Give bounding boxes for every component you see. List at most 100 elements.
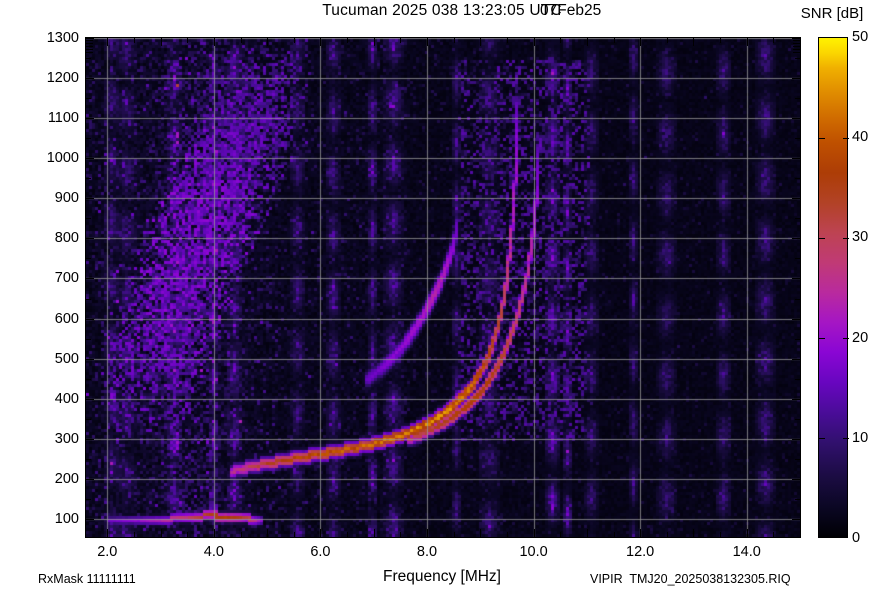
y-tick-label: 200 bbox=[54, 470, 79, 487]
tick-mark bbox=[746, 38, 748, 46]
tick-mark bbox=[133, 532, 135, 537]
tick-mark bbox=[795, 418, 800, 420]
tick-mark bbox=[560, 38, 562, 43]
tick-mark bbox=[795, 378, 800, 380]
tick-mark bbox=[86, 178, 91, 180]
tick-mark bbox=[773, 38, 775, 43]
tick-mark bbox=[293, 532, 295, 537]
tick-mark bbox=[792, 38, 800, 39]
tick-mark bbox=[666, 532, 668, 537]
x-tick-label: 12.0 bbox=[626, 544, 655, 560]
tick-mark bbox=[792, 238, 800, 240]
tick-mark bbox=[86, 43, 93, 44]
colorbar bbox=[818, 37, 849, 538]
tick-mark bbox=[293, 38, 295, 43]
x-axis-label: Frequency [MHz] bbox=[382, 568, 501, 585]
tick-mark bbox=[795, 178, 800, 180]
tick-mark bbox=[792, 118, 800, 120]
tick-mark bbox=[586, 38, 588, 46]
tick-mark bbox=[795, 218, 800, 220]
tick-mark bbox=[640, 38, 642, 46]
tick-mark bbox=[86, 458, 91, 460]
tick-mark bbox=[86, 298, 91, 300]
tick-mark bbox=[613, 38, 615, 43]
y-tick-label: 1300 bbox=[46, 30, 79, 46]
tick-mark bbox=[86, 378, 91, 380]
tick-mark bbox=[213, 529, 215, 537]
tick-mark bbox=[533, 529, 535, 537]
tick-mark bbox=[792, 398, 800, 400]
tick-mark bbox=[795, 258, 800, 260]
x-tick-label: 6.0 bbox=[310, 544, 331, 560]
tick-mark bbox=[187, 38, 189, 43]
tick-mark bbox=[792, 198, 800, 200]
tick-mark bbox=[86, 498, 91, 500]
tick-mark bbox=[86, 318, 94, 320]
tick-mark bbox=[560, 532, 562, 537]
tick-mark bbox=[453, 532, 455, 537]
tick-mark bbox=[773, 532, 775, 537]
tick-mark bbox=[86, 38, 94, 39]
tick-mark bbox=[795, 98, 800, 100]
tick-mark bbox=[792, 518, 800, 520]
tick-mark bbox=[373, 529, 375, 537]
colorbar-tick-mark bbox=[819, 438, 825, 440]
tick-mark bbox=[86, 49, 93, 50]
x-tick-label: 14.0 bbox=[732, 544, 761, 560]
tick-mark bbox=[86, 398, 94, 400]
colorbar-tick-label: 0 bbox=[852, 530, 861, 546]
tick-mark bbox=[792, 278, 800, 280]
colorbar-tick-label: 10 bbox=[852, 429, 869, 446]
x-tick-label: 2.0 bbox=[97, 544, 118, 560]
x-tick-label: 8.0 bbox=[416, 544, 438, 560]
y-tick-label: 1000 bbox=[46, 150, 79, 167]
tick-mark bbox=[86, 158, 94, 160]
tick-mark bbox=[666, 38, 668, 43]
colorbar-tick-mark bbox=[819, 237, 825, 239]
tick-mark bbox=[320, 38, 322, 46]
ionogram-canvas bbox=[86, 38, 800, 537]
tick-mark bbox=[400, 532, 402, 537]
tick-mark bbox=[240, 38, 242, 43]
x-tick-label: 10.0 bbox=[519, 544, 548, 560]
tick-mark bbox=[400, 38, 402, 43]
tick-mark bbox=[793, 49, 800, 50]
tick-mark bbox=[693, 529, 695, 537]
tick-mark bbox=[800, 38, 801, 46]
tick-mark bbox=[187, 532, 189, 537]
colorbar-tick-mark bbox=[843, 237, 849, 239]
tick-mark bbox=[160, 529, 162, 537]
tick-mark bbox=[533, 38, 535, 46]
tick-mark bbox=[453, 38, 455, 43]
tick-mark bbox=[795, 338, 800, 340]
tick-mark bbox=[795, 138, 800, 140]
y-tick-label: 1200 bbox=[46, 70, 79, 87]
tick-mark bbox=[86, 218, 91, 220]
colorbar-tick-mark bbox=[843, 137, 849, 139]
y-tick-label: 700 bbox=[54, 270, 79, 287]
tick-mark bbox=[86, 78, 94, 80]
page-title: Tucuman 2025 038 13:23:05 UTC bbox=[322, 2, 562, 19]
source-file-label: VIPIR TMJ20_2025038132305.RIQ bbox=[590, 572, 791, 586]
tick-mark bbox=[86, 258, 91, 260]
tick-mark bbox=[793, 40, 800, 41]
ionogram-plot[interactable] bbox=[85, 37, 801, 538]
y-tick-label: 600 bbox=[54, 310, 79, 327]
tick-mark bbox=[320, 529, 322, 537]
tick-mark bbox=[107, 38, 109, 46]
colorbar-tick-mark bbox=[819, 137, 825, 139]
tick-mark bbox=[795, 458, 800, 460]
colorbar-tick-mark bbox=[843, 338, 849, 340]
tick-mark bbox=[86, 338, 91, 340]
colorbar-tick-label: 40 bbox=[852, 129, 869, 146]
tick-mark bbox=[793, 46, 800, 47]
colorbar-tick-label: 50 bbox=[852, 29, 869, 45]
tick-mark bbox=[746, 529, 748, 537]
tick-mark bbox=[86, 238, 94, 240]
tick-mark bbox=[347, 38, 349, 43]
tick-mark bbox=[267, 529, 269, 537]
tick-mark bbox=[480, 529, 482, 537]
tick-mark bbox=[347, 532, 349, 537]
tick-mark bbox=[86, 278, 94, 280]
